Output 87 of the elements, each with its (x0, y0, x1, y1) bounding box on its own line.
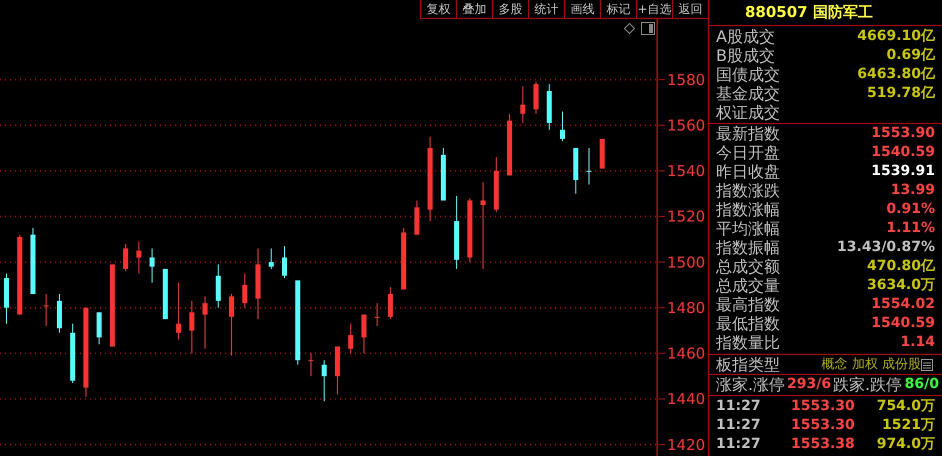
category-label: 基金成交 (716, 84, 780, 103)
text: 11:27 (716, 397, 761, 416)
category-label: 昨日收盘 (716, 162, 780, 181)
text: 1.11% (886, 220, 935, 236)
candlestick (229, 294, 234, 356)
text: 板指类型 (716, 355, 780, 374)
candlestick (374, 302, 380, 326)
text: 1.14 (900, 334, 935, 350)
y-tick-label: 1500 (667, 253, 706, 272)
y-tick-label: 1480 (667, 298, 706, 317)
candlestick (308, 352, 314, 377)
category-label: 平均涨幅 (716, 219, 780, 238)
category-label: 总成交额 (716, 257, 780, 276)
y-tick-label: 1460 (667, 344, 706, 363)
text: 返回 (673, 0, 709, 18)
text: 跌家.跌停 (833, 375, 902, 394)
candlestick (189, 300, 194, 354)
candlestick (136, 241, 142, 274)
text: 1540.59 (871, 315, 935, 331)
text: 概念 加权 成份股 (822, 356, 921, 374)
text: 470.80亿 (866, 258, 935, 274)
text: 11:27 (716, 435, 761, 454)
category-label: 最高指数 (716, 295, 780, 314)
y-tick-label: 1580 (667, 70, 706, 89)
text: 画线 (565, 0, 601, 18)
text: 0.91% (886, 201, 935, 217)
text: 1539.91 (871, 163, 935, 179)
category-label: 最新指数 (716, 124, 780, 143)
text: 叠加 (457, 0, 493, 18)
candlestick (268, 248, 274, 270)
category-label: A股成交 (716, 27, 775, 46)
category-label: 指数振幅 (716, 238, 780, 257)
text: 1553.90 (871, 125, 935, 141)
text: 6463.80亿 (857, 66, 935, 82)
y-tick-label: 1540 (667, 162, 706, 180)
candlestick (322, 360, 327, 402)
candlestick (348, 323, 354, 354)
category-label: 总成交量 (716, 276, 780, 295)
candlestick (282, 246, 287, 279)
category-label: 指数量比 (716, 333, 780, 352)
candlestick (150, 248, 155, 284)
text: 974.0万 (876, 435, 935, 454)
category-label: 国债成交 (716, 65, 780, 84)
candlestick (176, 282, 182, 340)
candlestick (123, 243, 128, 272)
text: 统计 (529, 0, 565, 18)
candlestick (202, 296, 208, 350)
text: 1521万 (882, 416, 935, 435)
text: 11:27 (716, 416, 761, 435)
text: 13.43/0.87% (837, 239, 935, 255)
text: 1553.38 (791, 435, 855, 454)
text: 519.78亿 (866, 85, 935, 101)
category-label: 最低指数 (716, 314, 780, 333)
candlestick (44, 294, 49, 326)
text: 复权 (421, 0, 457, 18)
text: 293/6 (787, 375, 832, 394)
text: 86/0 (904, 375, 939, 394)
text: 3634.0万 (866, 277, 935, 293)
y-tick-label: 1560 (667, 116, 706, 134)
text: 1553.30 (791, 397, 855, 416)
text: 754.0万 (876, 397, 935, 416)
category-label: 权证成交 (716, 103, 780, 122)
text: 1540.59 (871, 144, 935, 160)
candlestick (560, 111, 566, 142)
y-tick-label: 1420 (667, 436, 706, 454)
text: 涨家.涨停 (716, 375, 786, 394)
text: +自选 (637, 0, 673, 18)
text: 0.69亿 (886, 47, 935, 63)
category-label: 指数涨跌 (716, 181, 780, 200)
text: 标记 (601, 0, 637, 18)
candlestick (388, 286, 393, 320)
candlestick (480, 182, 486, 270)
candlestick (520, 86, 526, 124)
text: 多股 (493, 0, 529, 18)
text: 1554.02 (871, 296, 935, 312)
candlestick (361, 314, 366, 354)
category-label: 今日开盘 (716, 143, 780, 162)
text: 880507 国防军工 (745, 2, 873, 22)
candlestick (242, 273, 248, 308)
text: 4669.10亿 (857, 28, 935, 44)
y-tick-label: 1520 (667, 208, 706, 226)
category-label: 指数涨幅 (716, 200, 780, 219)
y-tick-label: 1440 (667, 390, 706, 408)
text: 13.99 (890, 182, 935, 198)
category-label: B股成交 (716, 46, 775, 65)
text: 1553.30 (791, 416, 855, 435)
candlestick (586, 148, 592, 186)
